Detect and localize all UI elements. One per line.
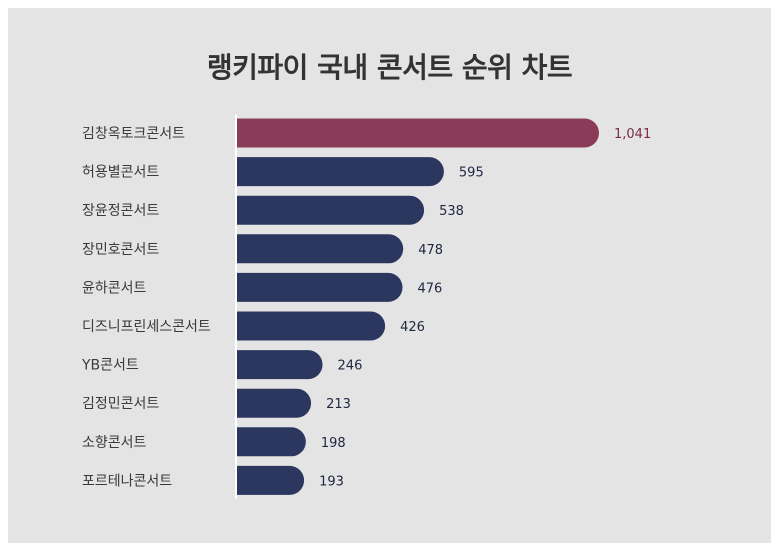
category-label: 허용별콘서트	[82, 165, 159, 181]
bar	[237, 157, 444, 187]
category-label: 소향콘서트	[82, 435, 147, 451]
value-label: 538	[439, 204, 464, 219]
bar	[237, 427, 306, 457]
value-label: 193	[319, 474, 344, 489]
category-label: 장윤정콘서트	[82, 203, 159, 219]
bar	[237, 118, 599, 148]
chart-title: 랭키파이 국내 콘서트 순위 차트	[206, 51, 573, 84]
bar	[237, 350, 323, 380]
category-label: 디즈니프린세스콘서트	[82, 319, 211, 335]
bar	[237, 388, 312, 418]
value-label: 478	[418, 243, 443, 258]
bar	[237, 195, 425, 225]
value-label: 595	[459, 166, 484, 181]
value-label: 426	[400, 320, 425, 335]
category-label: 장민호콘서트	[82, 242, 159, 258]
bar	[237, 465, 305, 495]
category-label: 윤하콘서트	[82, 280, 147, 296]
value-label: 1,041	[614, 127, 651, 142]
category-label: 김정민콘서트	[82, 396, 159, 412]
value-label: 476	[418, 281, 443, 296]
value-label: 246	[338, 359, 363, 374]
value-label: 213	[326, 397, 351, 412]
bar	[237, 272, 403, 302]
bar	[237, 234, 404, 264]
category-label: YB콘서트	[81, 358, 139, 374]
category-label: 김창옥토크콘서트	[82, 126, 185, 142]
category-label: 포르테나콘서트	[82, 473, 172, 489]
value-label: 198	[321, 436, 346, 451]
bar	[237, 311, 386, 341]
